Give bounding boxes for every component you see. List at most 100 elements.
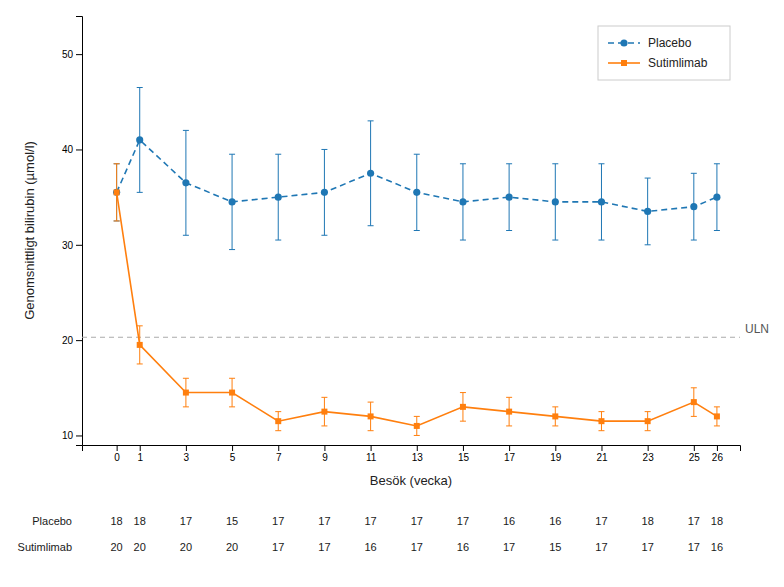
x-tick-mark (417, 445, 418, 451)
error-bar (368, 402, 374, 431)
legend-swatch-marker (620, 39, 627, 46)
n-table-value: 17 (642, 541, 654, 553)
error-bar-cap (598, 163, 604, 164)
x-tick-mark (232, 445, 233, 451)
point (598, 418, 604, 424)
error-bar-cap (598, 411, 604, 412)
x-tick-label: 19 (550, 452, 562, 463)
error-bar-cap (552, 425, 558, 426)
error-bar (275, 412, 281, 431)
point (460, 404, 466, 410)
x-axis: 013579111315171921232526 (83, 445, 741, 463)
x-tick-mark (278, 445, 279, 451)
error-bar (552, 407, 558, 426)
n-table-value: 17 (411, 515, 423, 527)
n-table-value: 15 (226, 515, 238, 527)
point (413, 189, 420, 196)
error-bar-cap (321, 235, 327, 236)
y-tick-mark (76, 54, 82, 55)
legend-item: Placebo (608, 36, 692, 50)
n-table-value: 15 (549, 541, 561, 553)
chart: 0135791113151719212325261020304050Besök … (0, 0, 784, 587)
error-bar (114, 164, 120, 221)
y-tick-label: 20 (62, 335, 74, 346)
y-tick-mark (76, 340, 82, 341)
x-tick: 11 (366, 445, 377, 463)
series (113, 88, 720, 250)
legend-frame (598, 26, 730, 80)
marks (82, 88, 740, 436)
error-bar-cap (714, 425, 720, 426)
legend-swatch-marker (621, 60, 627, 66)
x-tick: 21 (596, 445, 608, 463)
x-tick-mark (509, 445, 510, 451)
error-bar-cap (645, 178, 651, 179)
error-bar (598, 412, 604, 431)
error-bar-cap (229, 249, 235, 250)
point (691, 399, 697, 405)
error-bar-cap (114, 163, 120, 164)
point (644, 208, 651, 215)
plot: 0135791113151719212325261020304050Besök … (18, 17, 769, 553)
legend-label: Sutimlimab (648, 56, 708, 70)
series-line (117, 192, 717, 426)
n-table-value: 17 (364, 515, 376, 527)
n-table-value: 17 (411, 541, 423, 553)
x-tick-mark (186, 445, 187, 451)
error-bar-cap (506, 230, 512, 231)
n-table-value: 18 (711, 515, 723, 527)
error-bar-cap (321, 149, 327, 150)
point (645, 418, 651, 424)
error-bar-cap (414, 154, 420, 155)
n-table-value: 17 (688, 541, 700, 553)
error-bar-cap (321, 397, 327, 398)
n-table-value: 17 (318, 541, 330, 553)
error-bar-cap (506, 397, 512, 398)
y-tick-mark (76, 435, 82, 436)
x-tick-mark (324, 445, 325, 451)
error-bar (598, 164, 604, 240)
error-bar (506, 397, 512, 426)
error-bar-cap (368, 120, 374, 121)
error-bar (137, 88, 143, 193)
error-bar-cap (552, 240, 558, 241)
n-table-value: 16 (364, 541, 376, 553)
error-bar-cap (137, 363, 143, 364)
x-tick: 3 (184, 445, 190, 463)
error-bar-cap (691, 416, 697, 417)
point (552, 413, 558, 419)
point (113, 189, 120, 196)
point (459, 198, 466, 205)
n-table-value: 17 (272, 541, 284, 553)
x-tick-mark (140, 445, 141, 451)
error-bar (229, 378, 235, 407)
error-bar (691, 173, 697, 240)
n-table-value: 17 (595, 515, 607, 527)
point (506, 194, 513, 201)
x-tick-mark (555, 445, 556, 451)
x-tick-label: 26 (712, 452, 724, 463)
n-table-value: 17 (595, 541, 607, 553)
error-bar (645, 412, 651, 431)
n-table-value: 20 (226, 541, 238, 553)
point (713, 194, 720, 201)
x-tick: 7 (276, 445, 282, 463)
error-bar-cap (183, 378, 189, 379)
n-table-value: 17 (503, 541, 515, 553)
point (321, 409, 327, 415)
n-table-value: 16 (549, 515, 561, 527)
n-table-value: 17 (272, 515, 284, 527)
x-tick: 25 (689, 445, 701, 463)
error-bar-cap (714, 230, 720, 231)
n-table-value: 18 (111, 515, 123, 527)
point (137, 342, 143, 348)
y-tick: 10 (62, 430, 82, 441)
error-bar-cap (460, 421, 466, 422)
y-tick-label: 10 (62, 430, 74, 441)
error-bar-cap (645, 430, 651, 431)
point (367, 170, 374, 177)
error-bar (414, 154, 420, 230)
reference-label: ULN (745, 322, 769, 336)
error-bar-cap (460, 392, 466, 393)
error-bar-cap (114, 220, 120, 221)
